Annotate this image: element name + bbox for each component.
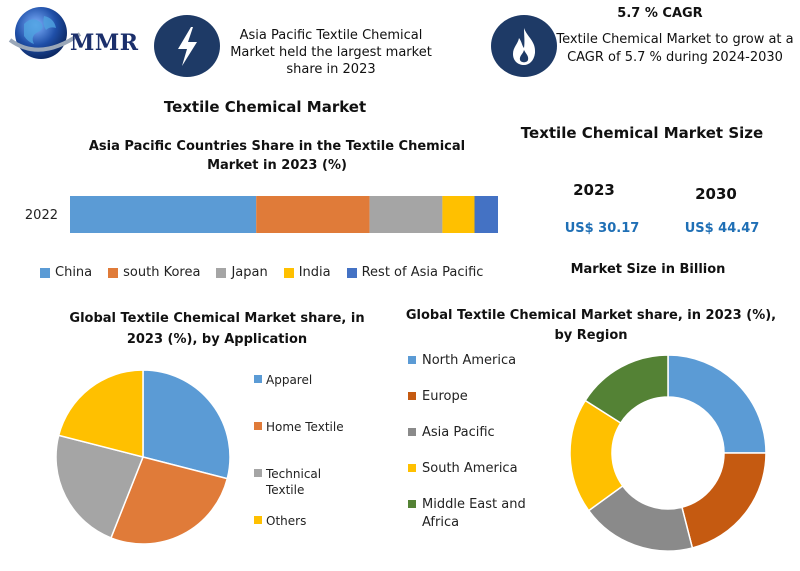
bar-segment-china — [70, 196, 257, 233]
legend-item-rest-of-asia-pacific: Rest of Asia Pacific — [346, 265, 484, 280]
legend-item-south-korea: south Korea — [108, 265, 200, 280]
application-legend-item-apparel: Apparel — [254, 372, 312, 388]
legend-label: India — [298, 265, 331, 280]
lightning-icon — [178, 27, 197, 66]
cagr-title: 5.7 % CAGR — [617, 6, 703, 21]
bar-segment-japan — [369, 196, 443, 233]
legend-label: south Korea — [123, 265, 201, 280]
legend-swatch — [40, 267, 50, 278]
legend-item-india: India — [283, 265, 331, 280]
legend-swatch — [254, 469, 262, 477]
legend-label: Apparel — [266, 373, 313, 387]
legend-swatch — [254, 375, 262, 383]
legend-label: Rest of Asia Pacific — [361, 265, 484, 280]
bar-category-label: 2022 — [25, 208, 58, 223]
legend-label: Japan — [231, 265, 268, 280]
region-legend-item-europe: Europe — [408, 388, 468, 406]
legend-swatch — [283, 267, 294, 278]
main-title: Textile Chemical Market — [163, 98, 367, 116]
bar-legend: China south Korea Japan India Rest of Asia P… — [40, 265, 483, 280]
application-slice-apparel — [142, 369, 231, 480]
application-pie-chart — [55, 369, 231, 545]
legend-swatch — [408, 392, 416, 400]
legend-label: South America — [422, 461, 518, 476]
legend-item-china: China — [40, 265, 92, 280]
legend-swatch — [408, 428, 416, 436]
legend-swatch — [408, 500, 416, 508]
company-logo — [6, 4, 146, 66]
legend-swatch — [216, 267, 227, 278]
lightning-badge — [154, 15, 220, 77]
market-size-note: Market Size in Billion — [570, 262, 726, 277]
legend-label: Others — [266, 514, 307, 528]
application-pie-title: Global Textile Chemical Market share, in… — [69, 311, 365, 347]
region-slice-europe — [681, 452, 767, 549]
region-legend-item-asia-pacific: Asia Pacific — [408, 424, 495, 442]
year-2023-label: 2023 — [573, 181, 615, 199]
region-donut-chart — [569, 354, 767, 552]
region-slice-middle-east-and-africa — [584, 354, 669, 425]
application-slice-others — [57, 369, 144, 458]
bar-chart-title: Asia Pacific Countries Share in the Text… — [88, 139, 466, 173]
legend-label: North America — [422, 353, 517, 368]
legend-label: Asia Pacific — [422, 425, 495, 440]
legend-label: Middle East and Africa — [422, 497, 526, 530]
legend-swatch — [254, 516, 262, 524]
legend-swatch — [346, 267, 357, 278]
legend-label: Europe — [422, 389, 468, 404]
globe-icon — [8, 7, 82, 59]
legend-swatch — [254, 422, 262, 430]
bar-segment-india — [442, 196, 475, 233]
application-slice-home-textile — [109, 456, 229, 545]
flame-badge — [491, 15, 557, 77]
legend-item-japan: Japan — [216, 265, 268, 280]
application-legend-item-technical-textile: Technical Textile — [254, 466, 356, 498]
flame-icon — [513, 28, 536, 65]
legend-label: Technical Textile — [266, 467, 322, 497]
application-legend-item-home-textile: Home Textile — [254, 419, 344, 435]
legend-label: China — [55, 265, 93, 280]
stacked-bar-chart: 2022 — [25, 196, 498, 233]
legend-swatch — [408, 464, 416, 472]
legend-swatch — [408, 356, 416, 364]
region-legend-item-south-america: South America — [408, 460, 518, 478]
application-slice-technical-textile — [55, 434, 145, 539]
legend-swatch — [108, 267, 119, 278]
asia-pacific-share-note: Asia Pacific Textile Chemical Market hel… — [230, 28, 432, 77]
region-legend-item-north-america: North America — [408, 352, 516, 370]
region-donut-title: Global Textile Chemical Market share, in… — [405, 308, 777, 343]
legend-label: Home Textile — [266, 420, 344, 434]
cagr-note: Textile Chemical Market to grow at a CAG… — [556, 32, 794, 65]
bar-segment-rest-of-asia-pacific — [474, 196, 498, 233]
region-legend-item-middle-east-and-africa: Middle East and Africa — [408, 496, 552, 532]
value-2030: US$ 44.47 — [684, 221, 760, 236]
logo-text: MMR — [70, 30, 139, 56]
region-slice-north-america — [667, 354, 767, 454]
year-2030-label: 2030 — [695, 185, 737, 203]
application-legend-item-others: Others — [254, 513, 306, 529]
bar-segment-south-korea — [256, 196, 370, 233]
market-size-title: Textile Chemical Market Size — [520, 124, 764, 142]
value-2023: US$ 30.17 — [564, 221, 640, 236]
